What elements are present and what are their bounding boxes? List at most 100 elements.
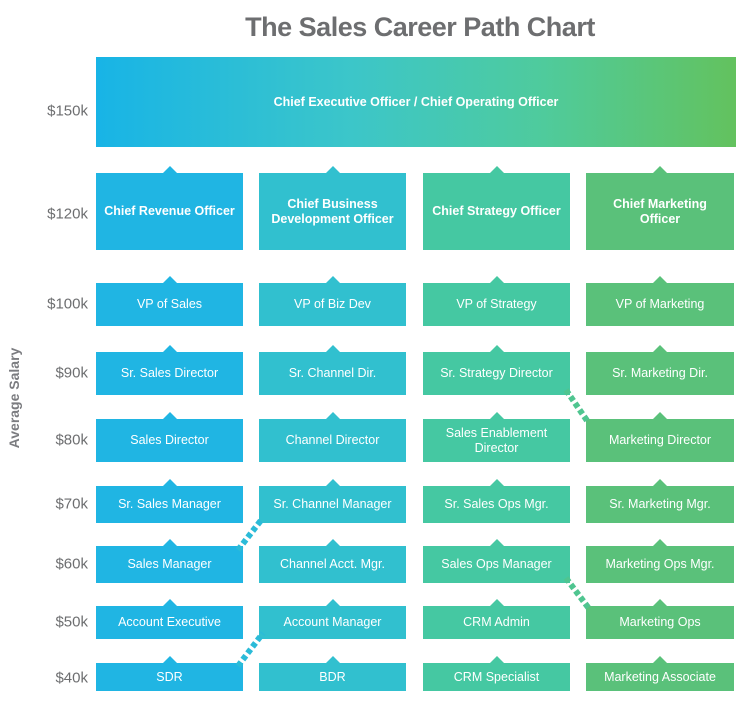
notch-arrow-icon xyxy=(325,345,340,352)
notch-arrow-icon xyxy=(489,599,504,606)
salary-label-40k: $40k xyxy=(55,669,88,687)
marketing-director-box: Marketing Director xyxy=(586,412,734,462)
salary-label-60k: $60k xyxy=(55,555,88,573)
marketing-associate-box: Marketing Associate xyxy=(586,656,734,691)
chief-business-development-officer-box: Chief Business Development Officer xyxy=(259,166,406,250)
notch-arrow-icon xyxy=(325,539,340,546)
vp-biz-dev-box: VP of Biz Dev xyxy=(259,276,406,326)
notch-arrow-icon xyxy=(162,656,177,663)
box-label: Chief Business Development Officer xyxy=(271,196,394,226)
notch-arrow-icon xyxy=(489,345,504,352)
notch-arrow-icon xyxy=(653,345,667,352)
bdr-box: BDR xyxy=(259,656,406,691)
crm-specialist-box: CRM Specialist xyxy=(423,656,570,691)
notch-arrow-icon xyxy=(489,412,504,419)
salary-label-80k: $80k xyxy=(55,431,88,449)
notch-arrow-icon xyxy=(162,276,177,283)
notch-arrow-icon xyxy=(162,599,177,606)
channel-director-box: Channel Director xyxy=(259,412,406,462)
sr-marketing-dir-box: Sr. Marketing Dir. xyxy=(586,345,734,395)
notch-arrow-icon xyxy=(325,599,340,606)
box-label: Marketing Ops xyxy=(619,615,701,629)
box-label: Sr. Strategy Director xyxy=(440,366,553,380)
chief-marketing-officer-box: Chief Marketing Officer xyxy=(586,166,734,250)
account-manager-box: Account Manager xyxy=(259,599,406,639)
vp-sales-box: VP of Sales xyxy=(96,276,243,326)
notch-arrow-icon xyxy=(162,166,177,173)
notch-arrow-icon xyxy=(162,479,177,486)
box-label: Sr. Sales Director xyxy=(120,366,219,380)
box-label: Chief Revenue Officer xyxy=(104,204,235,218)
sales-ops-manager-box: Sales Ops Manager xyxy=(423,539,570,583)
marketing-ops-box: Marketing Ops xyxy=(586,599,734,639)
box-label: BDR xyxy=(319,669,346,684)
notch-arrow-icon xyxy=(653,166,667,173)
sales-enablement-director-box: Sales Enablement Director xyxy=(423,412,570,462)
box-label: CRM Admin xyxy=(463,615,530,629)
chief-revenue-officer-box: Chief Revenue Officer xyxy=(96,166,243,250)
box-label: CRM Specialist xyxy=(453,669,540,684)
notch-arrow-icon xyxy=(653,539,667,546)
box-label: VP of Biz Dev xyxy=(294,297,371,311)
sr-sales-manager-box: Sr. Sales Manager xyxy=(96,479,243,523)
notch-arrow-icon xyxy=(653,479,667,486)
salary-label-50k: $50k xyxy=(55,613,88,631)
chief-strategy-officer-box: Chief Strategy Officer xyxy=(423,166,570,250)
sales-director-box: Sales Director xyxy=(96,412,243,462)
connector-sdr-to-account-manager xyxy=(235,631,266,668)
box-label: Marketing Ops Mgr. xyxy=(605,557,715,571)
notch-arrow-icon xyxy=(653,656,667,663)
notch-arrow-icon xyxy=(489,276,504,283)
box-label: Sales Enablement Director xyxy=(445,425,548,455)
notch-arrow-icon xyxy=(489,539,504,546)
box-label: Sales Ops Manager xyxy=(441,557,552,571)
notch-arrow-icon xyxy=(325,276,340,283)
box-label: Channel Acct. Mgr. xyxy=(280,557,385,571)
salary-label-120k: $120k xyxy=(47,205,88,223)
box-label: SDR xyxy=(156,669,183,684)
box-label: Sr. Marketing Mgr. xyxy=(609,497,711,511)
notch-arrow-icon xyxy=(162,539,177,546)
connector-sales-manager-to-sr-channel-manager xyxy=(235,517,265,552)
box-label: Chief Marketing Officer xyxy=(613,196,707,226)
notch-arrow-icon xyxy=(653,276,667,283)
connector-sales-ops-to-marketing-ops xyxy=(563,576,593,612)
box-label: Sr. Channel Dir. xyxy=(288,366,377,380)
box-label: Sr. Sales Manager xyxy=(118,497,221,511)
salary-label-150k: $150k xyxy=(47,102,88,120)
notch-arrow-icon xyxy=(325,166,340,173)
ceo-label: Chief Executive Officer / Chief Operatin… xyxy=(273,95,559,109)
box-label: Sales Director xyxy=(130,433,209,447)
box-label: Sr. Marketing Dir. xyxy=(612,366,708,380)
notch-arrow-icon xyxy=(162,345,177,352)
sr-sales-ops-mgr-box: Sr. Sales Ops Mgr. xyxy=(423,479,570,523)
box-label: Channel Director xyxy=(285,433,380,447)
sales-manager-box: Sales Manager xyxy=(96,539,243,583)
box-label: Sales Manager xyxy=(127,557,212,571)
vp-marketing-box: VP of Marketing xyxy=(586,276,734,326)
ceo-box: Chief Executive Officer / Chief Operatin… xyxy=(96,57,736,147)
sr-channel-manager-box: Sr. Channel Manager xyxy=(259,479,406,523)
page-title: The Sales Career Path Chart xyxy=(245,12,595,42)
sr-channel-dir-box: Sr. Channel Dir. xyxy=(259,345,406,395)
salary-label-90k: $90k xyxy=(55,364,88,382)
salary-label-100k: $100k xyxy=(47,295,88,313)
channel-acct-mgr-box: Channel Acct. Mgr. xyxy=(259,539,406,583)
notch-arrow-icon xyxy=(489,479,504,486)
notch-arrow-icon xyxy=(489,656,504,663)
notch-arrow-icon xyxy=(325,479,340,486)
box-label: VP of Marketing xyxy=(615,297,705,311)
box-label: Account Manager xyxy=(283,615,382,629)
marketing-ops-mgr-box: Marketing Ops Mgr. xyxy=(586,539,734,583)
notch-arrow-icon xyxy=(162,412,177,419)
box-label: Marketing Director xyxy=(608,433,712,447)
box-label: Sr. Channel Manager xyxy=(273,497,392,511)
sr-marketing-mgr-box: Sr. Marketing Mgr. xyxy=(586,479,734,523)
crm-admin-box: CRM Admin xyxy=(423,599,570,639)
notch-arrow-icon xyxy=(653,412,667,419)
salary-label-70k: $70k xyxy=(55,495,88,513)
notch-arrow-icon xyxy=(489,166,504,173)
account-executive-box: Account Executive xyxy=(96,599,243,639)
sdr-box: SDR xyxy=(96,656,243,691)
